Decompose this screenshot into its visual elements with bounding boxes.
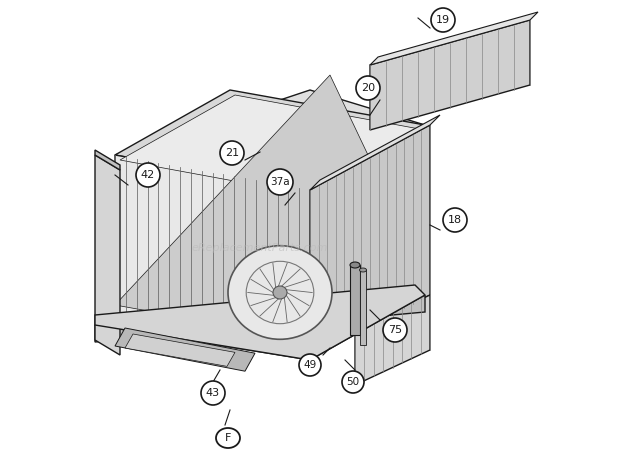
Polygon shape bbox=[95, 150, 120, 170]
Text: 37a: 37a bbox=[270, 177, 290, 187]
Text: eReplacementParts.com: eReplacementParts.com bbox=[192, 243, 328, 253]
Text: 18: 18 bbox=[448, 215, 462, 225]
Text: 50: 50 bbox=[347, 377, 360, 387]
Text: 21: 21 bbox=[225, 148, 239, 158]
Circle shape bbox=[431, 8, 455, 32]
Circle shape bbox=[267, 169, 293, 195]
Polygon shape bbox=[115, 90, 425, 190]
Ellipse shape bbox=[273, 286, 287, 299]
Polygon shape bbox=[120, 95, 425, 195]
Polygon shape bbox=[370, 12, 538, 65]
Ellipse shape bbox=[360, 268, 366, 272]
Polygon shape bbox=[370, 20, 530, 130]
Text: 42: 42 bbox=[141, 170, 155, 180]
Circle shape bbox=[299, 354, 321, 376]
Polygon shape bbox=[350, 265, 360, 335]
Text: 75: 75 bbox=[388, 325, 402, 335]
Circle shape bbox=[220, 141, 244, 165]
Polygon shape bbox=[310, 125, 430, 355]
Circle shape bbox=[136, 163, 160, 187]
Text: 43: 43 bbox=[206, 388, 220, 398]
Text: 20: 20 bbox=[361, 83, 375, 93]
Circle shape bbox=[356, 76, 380, 100]
Polygon shape bbox=[310, 125, 425, 355]
Polygon shape bbox=[115, 75, 425, 340]
Circle shape bbox=[342, 371, 364, 393]
Circle shape bbox=[443, 208, 467, 232]
Circle shape bbox=[201, 381, 225, 405]
Ellipse shape bbox=[216, 428, 240, 448]
Polygon shape bbox=[115, 155, 310, 355]
Polygon shape bbox=[115, 90, 425, 190]
Text: 19: 19 bbox=[436, 15, 450, 25]
Polygon shape bbox=[115, 328, 255, 371]
Polygon shape bbox=[95, 295, 425, 360]
Text: F: F bbox=[225, 433, 231, 443]
Ellipse shape bbox=[228, 246, 332, 339]
Polygon shape bbox=[95, 155, 120, 355]
Polygon shape bbox=[360, 270, 366, 345]
Polygon shape bbox=[125, 334, 235, 366]
Polygon shape bbox=[355, 295, 430, 385]
Text: 49: 49 bbox=[303, 360, 317, 370]
Polygon shape bbox=[310, 125, 425, 355]
Polygon shape bbox=[95, 285, 425, 360]
Polygon shape bbox=[310, 115, 440, 190]
Ellipse shape bbox=[350, 262, 360, 268]
Circle shape bbox=[383, 318, 407, 342]
